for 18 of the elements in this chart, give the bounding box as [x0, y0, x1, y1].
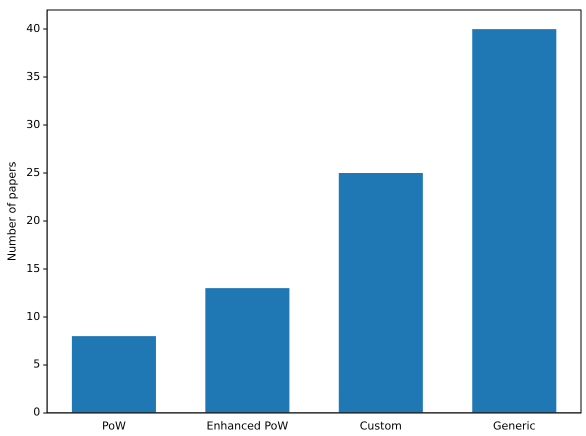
x-tick-label: Enhanced PoW — [206, 419, 288, 432]
bar — [338, 173, 423, 412]
y-tick-label: 25 — [26, 166, 40, 179]
y-tick-label: 5 — [33, 358, 40, 371]
bar — [472, 29, 556, 412]
y-tick-label: 15 — [26, 262, 40, 275]
y-axis-title: Number of papers — [5, 161, 18, 262]
bar — [72, 336, 156, 412]
x-tick-label: PoW — [102, 419, 126, 432]
y-tick-label: 30 — [26, 118, 40, 131]
y-tick-label: 35 — [26, 70, 40, 83]
x-tick-label: Generic — [492, 419, 536, 432]
y-tick-label: 40 — [26, 22, 40, 36]
bar — [205, 288, 290, 412]
y-tick-label: 20 — [26, 214, 40, 227]
x-tick-label: Custom — [360, 419, 402, 432]
y-tick-label: 0 — [33, 406, 40, 419]
y-tick-label: 10 — [26, 310, 40, 323]
